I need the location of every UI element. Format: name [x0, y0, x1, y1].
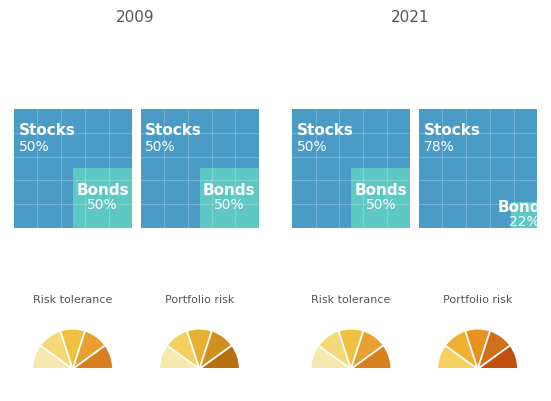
Bar — [141, 109, 199, 228]
Bar — [511, 109, 537, 202]
Wedge shape — [478, 345, 518, 369]
Wedge shape — [159, 345, 199, 369]
Wedge shape — [199, 331, 232, 369]
Text: Portfolio risk: Portfolio risk — [165, 295, 234, 305]
Text: 2009: 2009 — [116, 10, 154, 25]
Bar — [14, 109, 73, 228]
Wedge shape — [311, 345, 351, 369]
Text: 2021: 2021 — [391, 10, 430, 25]
Wedge shape — [351, 345, 391, 369]
Wedge shape — [40, 331, 73, 369]
Text: Bonds: Bonds — [354, 183, 407, 198]
Bar — [511, 202, 537, 228]
Text: 50%: 50% — [297, 140, 327, 154]
Wedge shape — [437, 345, 478, 369]
Text: 50%: 50% — [87, 198, 118, 212]
Wedge shape — [478, 331, 510, 369]
Wedge shape — [351, 331, 383, 369]
Text: Risk tolerance: Risk tolerance — [311, 295, 391, 305]
Wedge shape — [60, 329, 85, 369]
Bar — [199, 168, 259, 228]
Text: 50%: 50% — [214, 198, 245, 212]
Wedge shape — [318, 331, 351, 369]
Text: Stocks: Stocks — [424, 124, 480, 138]
Wedge shape — [445, 331, 478, 369]
Wedge shape — [167, 331, 199, 369]
Wedge shape — [73, 345, 113, 369]
Text: Bonds: Bonds — [203, 183, 256, 198]
Text: Risk tolerance: Risk tolerance — [33, 295, 112, 305]
Bar — [292, 109, 352, 228]
Text: 22%: 22% — [509, 215, 539, 229]
Wedge shape — [199, 345, 240, 369]
Text: 50%: 50% — [365, 198, 396, 212]
Text: Portfolio risk: Portfolio risk — [443, 295, 512, 305]
Bar — [73, 109, 132, 168]
Text: 50%: 50% — [19, 140, 49, 154]
Wedge shape — [73, 331, 105, 369]
Text: Bonds: Bonds — [498, 200, 550, 215]
Bar — [419, 109, 511, 228]
Bar — [199, 109, 259, 168]
Text: Bonds: Bonds — [76, 183, 129, 198]
Text: 50%: 50% — [145, 140, 176, 154]
Wedge shape — [33, 345, 73, 369]
Wedge shape — [465, 329, 490, 369]
Text: Stocks: Stocks — [297, 124, 354, 138]
Bar — [352, 168, 410, 228]
Bar — [352, 109, 410, 168]
Wedge shape — [187, 329, 212, 369]
Bar — [73, 168, 132, 228]
Text: Stocks: Stocks — [145, 124, 202, 138]
Text: Stocks: Stocks — [19, 124, 75, 138]
Wedge shape — [338, 329, 364, 369]
Text: 78%: 78% — [424, 140, 454, 154]
